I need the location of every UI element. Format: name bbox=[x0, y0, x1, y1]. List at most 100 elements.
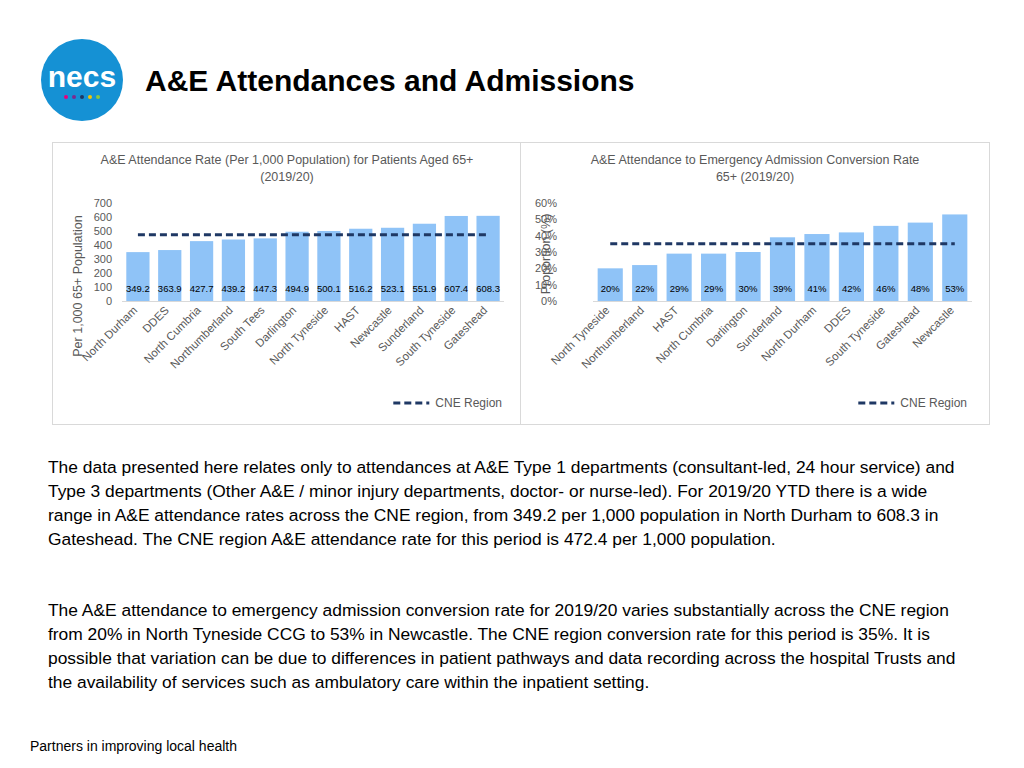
chart-title: A&E Attendance Rate (Per 1,000 Populatio… bbox=[97, 152, 477, 186]
x-tick-label: Gateshead bbox=[441, 304, 489, 352]
data-label: 39% bbox=[773, 283, 793, 294]
x-tick-label: Northumberland bbox=[579, 304, 646, 371]
logo-dot bbox=[72, 95, 76, 99]
x-axis-line bbox=[122, 301, 504, 302]
chart: 0%10%20%30%40%50%60%Proportion (%)20%22%… bbox=[521, 143, 990, 425]
bar bbox=[158, 250, 181, 301]
chart-frame bbox=[521, 143, 990, 425]
bar bbox=[598, 268, 623, 301]
y-tick-label: 300 bbox=[94, 253, 112, 265]
bar bbox=[667, 254, 692, 301]
x-tick-label: HAST bbox=[650, 304, 680, 334]
y-tick-label: 700 bbox=[94, 197, 112, 209]
x-tick-label: North Tyneside bbox=[549, 304, 612, 367]
bar bbox=[317, 231, 340, 301]
x-tick-label: North Cumbria bbox=[142, 304, 204, 366]
data-label: 439.2 bbox=[222, 283, 246, 294]
data-label: 48% bbox=[911, 283, 931, 294]
data-label: 29% bbox=[670, 283, 690, 294]
y-tick-label: 400 bbox=[94, 239, 112, 251]
data-label: 607.4 bbox=[444, 283, 468, 294]
logo-dot bbox=[80, 95, 84, 99]
reference-line bbox=[138, 233, 488, 236]
x-tick-label: North Tyneside bbox=[267, 304, 330, 367]
y-tick-label: 0% bbox=[541, 295, 557, 307]
data-label: 494.9 bbox=[285, 283, 309, 294]
data-label: 42% bbox=[842, 283, 862, 294]
data-label: 608.3 bbox=[476, 283, 500, 294]
data-label: 41% bbox=[807, 283, 827, 294]
plot-marks bbox=[598, 214, 968, 301]
bar bbox=[735, 252, 760, 301]
bar bbox=[873, 226, 898, 301]
chart: 0 100 200 300 400 500 600 700 Per 1,000 65+ Popu… bbox=[53, 143, 521, 425]
bar bbox=[254, 238, 277, 301]
paragraph: The data presented here relates only to … bbox=[48, 455, 960, 551]
x-tick-label: North Durham bbox=[80, 304, 140, 364]
x-tick-label: DDES bbox=[822, 304, 853, 335]
bar bbox=[126, 252, 149, 301]
page-title: A&E Attendances and Admissions bbox=[145, 64, 635, 97]
bar bbox=[908, 223, 933, 301]
legend-swatch bbox=[393, 402, 429, 405]
paragraph: The A&E attendance to emergency admissio… bbox=[48, 598, 960, 694]
y-tick-label: 0 bbox=[106, 295, 112, 307]
logo-text: necs bbox=[48, 60, 116, 93]
data-label: 363.9 bbox=[158, 283, 182, 294]
data-label: 30% bbox=[739, 283, 759, 294]
bar bbox=[222, 240, 245, 301]
data-label: 500.1 bbox=[317, 283, 341, 294]
bar bbox=[445, 216, 468, 301]
logo: necs bbox=[41, 39, 123, 121]
logo-dot bbox=[88, 95, 92, 99]
chart-frame bbox=[53, 143, 521, 425]
x-axis-line bbox=[593, 301, 972, 302]
y-tick-label: 600 bbox=[94, 211, 112, 223]
reference-line bbox=[610, 242, 955, 245]
bar bbox=[381, 228, 404, 301]
data-label: 447.3 bbox=[253, 283, 277, 294]
data-label: 523.1 bbox=[381, 283, 405, 294]
x-tick-label: HAST bbox=[332, 304, 362, 334]
bar bbox=[701, 254, 726, 301]
logo-circle bbox=[41, 39, 123, 121]
data-label: 46% bbox=[876, 283, 896, 294]
data-labels: 20% 22% 29% 29% 30% 39% 41% 42% 46% 48% 53% bbox=[601, 283, 965, 294]
plot-marks bbox=[126, 216, 499, 301]
data-labels: 349.2 363.9 427.7 439.2 447.3 494.9 500.1 516.2… bbox=[126, 283, 500, 294]
data-label: 516.2 bbox=[349, 283, 373, 294]
x-tick-label: South Tyneside bbox=[823, 304, 887, 368]
x-tick-label: Newcastle bbox=[910, 304, 956, 350]
y-tick-label: 100 bbox=[94, 281, 112, 293]
data-label: 29% bbox=[704, 283, 724, 294]
bar bbox=[632, 265, 657, 301]
chart-title: A&E Attendance to Emergency Admission Co… bbox=[583, 152, 928, 186]
y-axis-label: Per 1,000 65+ Population bbox=[71, 215, 85, 356]
y-tick-label: 200 bbox=[94, 267, 112, 279]
y-axis-label: Proportion (%) bbox=[539, 214, 553, 295]
legend-label: CNE Region bbox=[435, 396, 502, 410]
x-tick-label: North Cumbria bbox=[654, 304, 716, 366]
footer: Partners in improving local health bbox=[30, 738, 237, 754]
legend-swatch bbox=[858, 402, 894, 405]
legend: CNE Region bbox=[393, 396, 502, 410]
bar bbox=[349, 229, 372, 301]
bar bbox=[770, 237, 795, 301]
bar bbox=[285, 232, 308, 301]
legend-label: CNE Region bbox=[900, 396, 967, 410]
logo-dot bbox=[64, 95, 68, 99]
bar bbox=[476, 216, 499, 301]
data-label: 53% bbox=[945, 283, 965, 294]
data-label: 20% bbox=[601, 283, 621, 294]
logo-dot bbox=[96, 95, 100, 99]
y-tick-label: 60% bbox=[535, 197, 557, 209]
data-label: 22% bbox=[635, 283, 655, 294]
bar bbox=[190, 241, 213, 301]
data-label: 349.2 bbox=[126, 283, 150, 294]
data-label: 551.9 bbox=[413, 283, 437, 294]
data-label: 427.7 bbox=[190, 283, 214, 294]
x-tick-label: North Durham bbox=[759, 304, 819, 364]
x-tick-label: DDES bbox=[140, 304, 171, 335]
y-tick-label: 500 bbox=[94, 225, 112, 237]
bar bbox=[942, 214, 967, 301]
